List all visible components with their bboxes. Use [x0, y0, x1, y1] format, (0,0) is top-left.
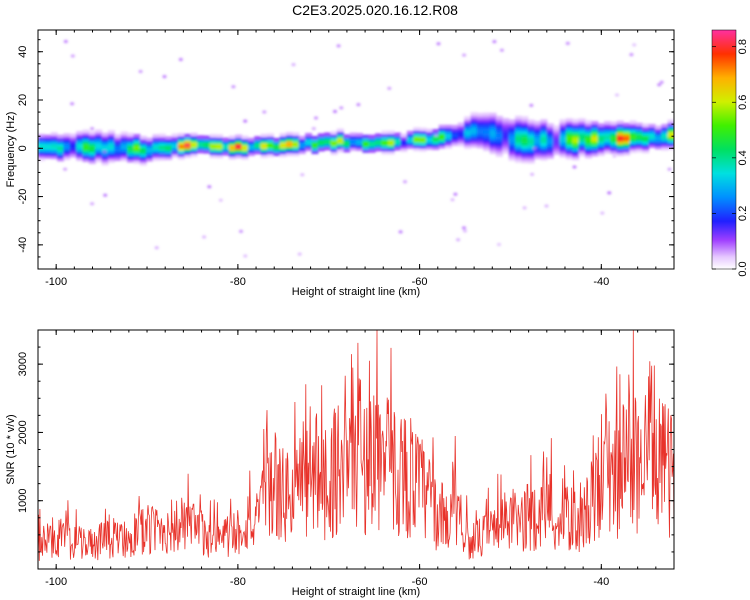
axes-layer: -100 -80 -60 -40 -40 -20 0 20 40 Height of straig…: [5, 29, 675, 598]
x-tick-label: -40: [593, 576, 609, 588]
x-tick-label: -60: [412, 576, 428, 588]
colorbar-tick-label: 0.0: [737, 261, 749, 276]
colorbar-layer: 0.00.20.40.60.8Normalized spectral ampli…: [711, 29, 749, 277]
snr-line-layer: [38, 330, 674, 561]
y-tick-label: 0: [17, 145, 29, 151]
y-tick-label: 1000: [17, 488, 29, 512]
x-tick-label: -60: [412, 276, 428, 288]
y-axis-label: SNR (10 * v/v): [5, 414, 17, 484]
x-axis-label: Height of straight line (km): [292, 286, 420, 298]
colorbar-tick-label: 0.2: [737, 206, 749, 221]
x-tick-label: -100: [45, 276, 67, 288]
y-tick-label: 40: [17, 46, 29, 58]
y-tick-label: -20: [17, 189, 29, 205]
x-tick-label: -40: [593, 276, 609, 288]
y-tick-label: 3000: [17, 352, 29, 376]
colorbar-tick-label: 0.4: [737, 150, 749, 165]
y-tick-label: -40: [17, 237, 29, 253]
colorbar-tick-label: 0.8: [737, 39, 749, 54]
y-axis-label: Frequency (Hz): [5, 112, 17, 188]
plot-frame: [37, 29, 675, 270]
snr-series-line: [38, 330, 674, 561]
colorbar: [711, 29, 737, 270]
y-tick-label: 2000: [17, 420, 29, 444]
y-tick-label: 20: [17, 94, 29, 106]
colorbar-tick-label: 0.6: [737, 95, 749, 110]
x-axis-label: Height of straight line (km): [292, 586, 420, 598]
x-tick-label: -100: [45, 576, 67, 588]
chart-title: C2E3.2025.020.16.12.R08: [292, 2, 458, 18]
x-tick-label: -80: [230, 276, 246, 288]
spectrogram-layer: [38, 40, 674, 258]
x-tick-label: -80: [230, 576, 246, 588]
